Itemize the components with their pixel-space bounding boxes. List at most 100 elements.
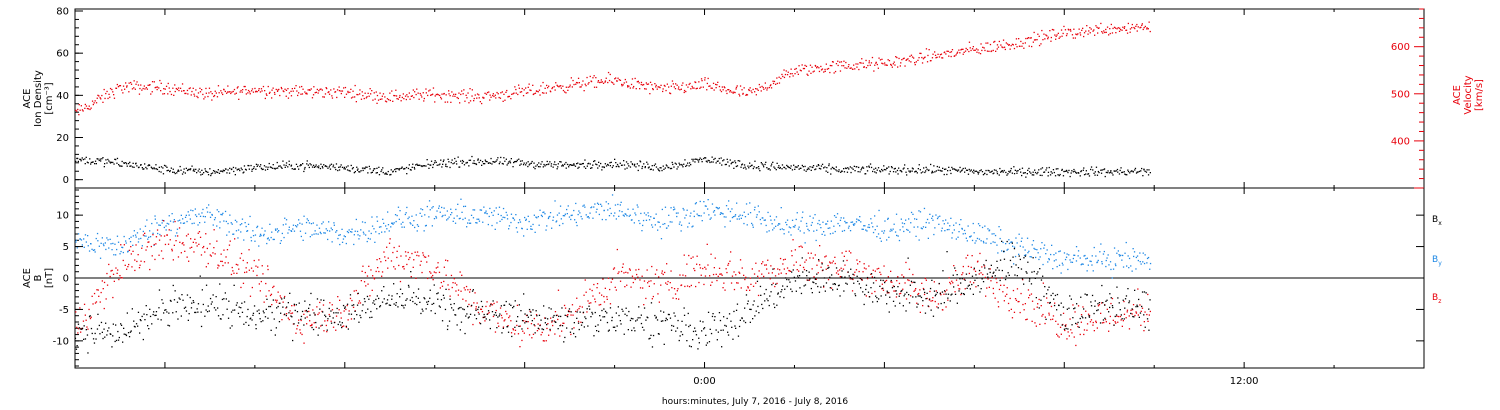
data-point	[446, 219, 448, 221]
data-point	[423, 97, 425, 100]
data-point	[347, 91, 349, 94]
data-point	[793, 226, 796, 228]
data-point	[473, 162, 476, 165]
data-point	[268, 305, 270, 308]
data-point	[552, 166, 554, 168]
data-point	[597, 80, 600, 82]
data-point	[388, 230, 390, 232]
data-point	[503, 93, 505, 95]
data-point	[318, 90, 320, 92]
data-point	[353, 243, 355, 246]
data-point	[596, 202, 599, 204]
data-point	[527, 327, 529, 330]
data-point	[580, 86, 582, 88]
y-axis-label-line: B	[33, 274, 44, 281]
data-point	[1128, 315, 1130, 317]
data-point	[326, 229, 329, 232]
data-point	[341, 166, 344, 168]
data-point	[750, 283, 752, 285]
data-point	[662, 90, 664, 93]
data-point	[763, 219, 765, 221]
data-point	[601, 218, 603, 221]
data-point	[198, 231, 201, 233]
data-point	[162, 302, 164, 304]
data-point	[529, 310, 531, 313]
data-point	[895, 213, 898, 215]
data-point	[410, 223, 412, 225]
data-point	[1089, 32, 1091, 34]
data-point	[1002, 291, 1004, 293]
data-point	[453, 217, 455, 219]
data-point	[645, 88, 647, 90]
data-point	[607, 164, 609, 166]
data-point	[288, 318, 290, 321]
data-point	[985, 42, 987, 44]
data-point	[671, 221, 673, 223]
data-point	[116, 248, 118, 251]
data-point	[435, 272, 437, 274]
data-point	[839, 219, 842, 221]
data-point	[510, 221, 512, 224]
data-point	[711, 203, 714, 205]
data-point	[676, 84, 678, 86]
data-point	[608, 215, 611, 217]
data-point	[388, 242, 391, 244]
data-point	[1123, 300, 1125, 303]
data-point	[382, 93, 385, 95]
data-point	[462, 93, 464, 95]
data-point	[554, 200, 556, 202]
data-point	[469, 222, 472, 224]
data-point	[908, 170, 910, 172]
data-point	[408, 286, 410, 288]
data-point	[1141, 23, 1143, 25]
data-point	[365, 234, 367, 236]
data-point	[566, 213, 568, 215]
data-point	[673, 288, 676, 290]
data-point	[269, 166, 271, 168]
data-point	[719, 162, 721, 164]
data-point	[1044, 316, 1046, 318]
data-point	[697, 214, 699, 217]
data-point	[991, 276, 993, 279]
data-point	[125, 333, 127, 336]
data-point	[168, 229, 170, 231]
data-point	[821, 68, 824, 70]
data-point	[1024, 303, 1026, 305]
data-point	[473, 100, 475, 102]
data-point	[377, 99, 380, 101]
data-point	[131, 88, 134, 90]
data-point	[285, 162, 288, 164]
data-point	[596, 283, 599, 285]
data-point	[592, 295, 594, 297]
data-point	[539, 209, 541, 211]
data-point	[899, 65, 901, 67]
data-point	[857, 171, 859, 173]
data-point	[1067, 331, 1069, 333]
data-point	[240, 307, 242, 309]
data-point	[945, 168, 947, 170]
data-point	[982, 174, 985, 176]
data-point	[150, 166, 152, 168]
data-point	[745, 276, 747, 278]
data-point	[740, 166, 742, 168]
data-point	[925, 279, 927, 281]
data-point	[143, 235, 146, 237]
data-point	[996, 44, 999, 46]
data-point	[312, 309, 314, 311]
data-point	[959, 52, 961, 54]
data-point	[354, 96, 356, 98]
data-point	[186, 169, 189, 172]
data-point	[248, 165, 250, 167]
data-point	[85, 156, 87, 158]
data-point	[684, 275, 687, 277]
y-tick-label: 10	[56, 211, 69, 222]
data-point	[491, 224, 493, 227]
data-point	[118, 85, 121, 87]
data-point	[1029, 37, 1031, 39]
data-point	[1094, 34, 1096, 36]
data-point	[385, 225, 387, 227]
data-point	[443, 159, 445, 161]
data-point	[868, 224, 870, 226]
data-point	[459, 102, 461, 104]
data-point	[791, 255, 793, 257]
